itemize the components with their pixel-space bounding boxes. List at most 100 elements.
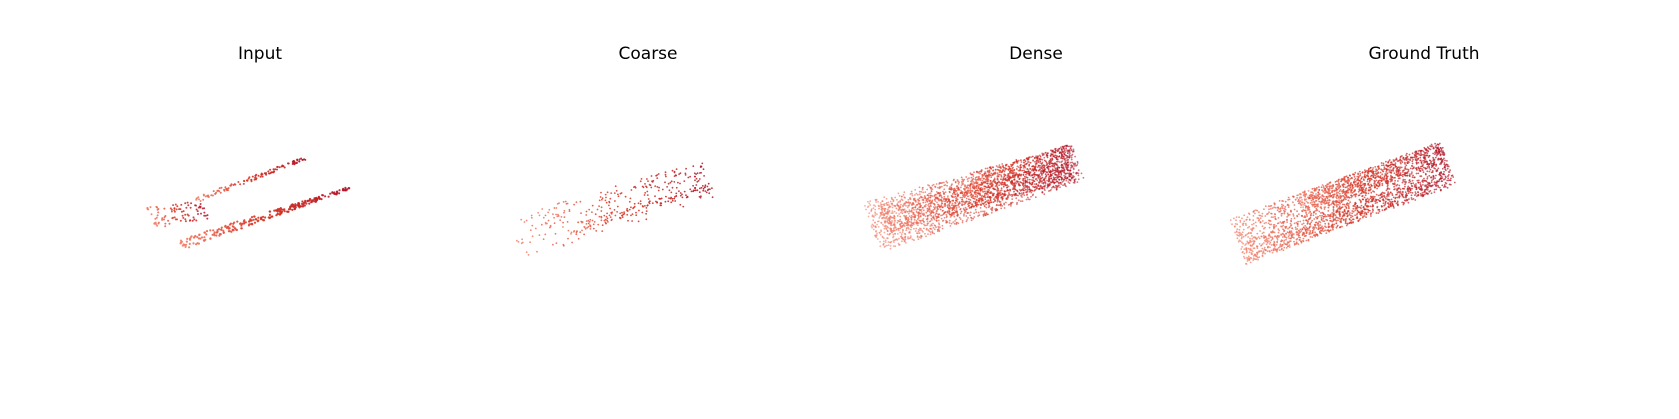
point — [1342, 203, 1344, 206]
point — [664, 171, 667, 174]
point — [976, 178, 979, 181]
point — [964, 189, 966, 192]
point — [1310, 199, 1313, 202]
point — [923, 227, 925, 230]
point — [1270, 244, 1273, 246]
point — [1008, 167, 1011, 170]
point — [1283, 209, 1285, 212]
point — [929, 200, 931, 202]
point — [1380, 162, 1383, 164]
point — [899, 231, 901, 234]
point — [1385, 177, 1388, 180]
point — [1357, 206, 1360, 209]
point — [1343, 203, 1346, 206]
point — [654, 185, 657, 188]
point — [967, 187, 970, 190]
point — [951, 202, 954, 205]
point — [1246, 260, 1249, 262]
point — [996, 200, 999, 203]
point — [1055, 160, 1058, 163]
point — [156, 206, 159, 209]
point — [919, 205, 922, 208]
point — [1318, 210, 1321, 213]
point — [1053, 156, 1056, 158]
point — [1022, 187, 1025, 190]
point — [981, 187, 984, 190]
point — [1018, 174, 1021, 176]
point — [894, 196, 897, 199]
point — [1033, 171, 1036, 174]
point — [902, 223, 905, 226]
point — [1269, 223, 1271, 226]
point — [927, 233, 929, 236]
point — [874, 214, 877, 217]
point — [632, 207, 634, 210]
point — [1002, 166, 1005, 169]
point — [699, 165, 702, 168]
point — [1044, 173, 1047, 176]
point — [610, 192, 613, 195]
point — [929, 202, 932, 205]
point — [983, 202, 985, 205]
point — [907, 217, 910, 219]
point — [1287, 206, 1290, 209]
point — [1053, 164, 1056, 167]
point — [287, 208, 291, 211]
point — [1055, 163, 1058, 166]
point — [949, 206, 951, 209]
point — [904, 236, 906, 239]
point — [1061, 149, 1063, 151]
point — [1294, 198, 1297, 201]
point — [1352, 207, 1355, 210]
point — [1005, 179, 1008, 182]
point — [1394, 196, 1397, 199]
point — [929, 233, 932, 236]
point — [598, 199, 601, 202]
point — [1016, 165, 1019, 168]
point — [1032, 169, 1035, 172]
point — [962, 194, 964, 197]
point — [1022, 164, 1025, 167]
point — [157, 221, 160, 224]
point — [1288, 246, 1291, 248]
point — [1273, 202, 1276, 205]
point — [1040, 170, 1043, 172]
point — [1061, 151, 1064, 154]
point — [1327, 210, 1330, 212]
point — [967, 180, 969, 183]
point — [986, 182, 989, 185]
point — [1019, 192, 1021, 195]
point — [291, 208, 294, 211]
point — [698, 191, 701, 194]
point — [209, 229, 212, 232]
point — [681, 196, 684, 199]
point — [921, 206, 924, 209]
point — [1415, 192, 1417, 195]
point — [1024, 184, 1027, 187]
point — [540, 223, 543, 226]
point — [544, 233, 547, 236]
point — [542, 216, 545, 219]
point — [1020, 189, 1023, 191]
point — [1422, 181, 1424, 183]
point — [1020, 159, 1022, 162]
point — [927, 199, 930, 202]
point — [988, 201, 991, 204]
point — [1048, 177, 1050, 180]
point — [607, 221, 609, 223]
point — [936, 205, 939, 208]
point — [1077, 178, 1080, 181]
point — [1019, 200, 1022, 203]
point — [565, 202, 568, 205]
point — [910, 190, 913, 193]
point — [980, 210, 982, 213]
point — [1364, 169, 1366, 172]
point — [1031, 194, 1034, 197]
point — [1288, 244, 1291, 247]
point — [891, 203, 894, 206]
point — [206, 214, 209, 217]
point — [989, 182, 992, 185]
point — [668, 197, 670, 200]
point — [1273, 203, 1276, 206]
point — [1035, 159, 1038, 162]
